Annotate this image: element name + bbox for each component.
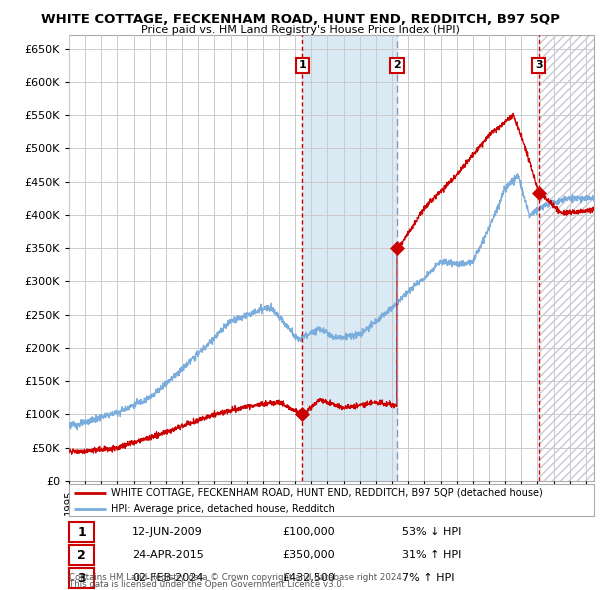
Text: 3: 3 xyxy=(535,60,542,70)
Text: 31% ↑ HPI: 31% ↑ HPI xyxy=(402,550,461,560)
Text: £432,500: £432,500 xyxy=(282,573,335,583)
Bar xyxy=(302,35,397,481)
Text: £350,000: £350,000 xyxy=(282,550,335,560)
Text: HPI: Average price, detached house, Redditch: HPI: Average price, detached house, Redd… xyxy=(111,504,335,514)
Bar xyxy=(539,35,594,481)
Text: 53% ↓ HPI: 53% ↓ HPI xyxy=(402,527,461,537)
Text: 7% ↑ HPI: 7% ↑ HPI xyxy=(402,573,455,583)
Text: 1: 1 xyxy=(299,60,306,70)
Text: £100,000: £100,000 xyxy=(282,527,335,537)
Text: 12-JUN-2009: 12-JUN-2009 xyxy=(132,527,203,537)
Text: This data is licensed under the Open Government Licence v3.0.: This data is licensed under the Open Gov… xyxy=(69,580,344,589)
Text: 2: 2 xyxy=(393,60,401,70)
Text: Price paid vs. HM Land Registry's House Price Index (HPI): Price paid vs. HM Land Registry's House … xyxy=(140,25,460,35)
Text: WHITE COTTAGE, FECKENHAM ROAD, HUNT END, REDDITCH, B97 5QP: WHITE COTTAGE, FECKENHAM ROAD, HUNT END,… xyxy=(41,13,559,26)
Text: 02-FEB-2024: 02-FEB-2024 xyxy=(132,573,203,583)
Text: 3: 3 xyxy=(77,572,86,585)
Text: 24-APR-2015: 24-APR-2015 xyxy=(132,550,204,560)
Text: 2: 2 xyxy=(77,549,86,562)
Text: WHITE COTTAGE, FECKENHAM ROAD, HUNT END, REDDITCH, B97 5QP (detached house): WHITE COTTAGE, FECKENHAM ROAD, HUNT END,… xyxy=(111,488,543,498)
Text: 1: 1 xyxy=(77,526,86,539)
Text: Contains HM Land Registry data © Crown copyright and database right 2024.: Contains HM Land Registry data © Crown c… xyxy=(69,573,404,582)
Bar xyxy=(539,35,594,481)
